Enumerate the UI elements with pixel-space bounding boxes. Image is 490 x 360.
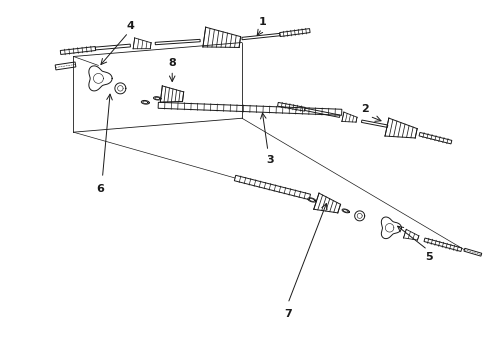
- Text: 8: 8: [169, 58, 176, 68]
- Text: 3: 3: [266, 155, 274, 165]
- Text: 6: 6: [97, 184, 104, 194]
- Text: 5: 5: [426, 252, 433, 262]
- Text: 4: 4: [126, 21, 134, 31]
- Text: 2: 2: [361, 104, 368, 114]
- Polygon shape: [464, 248, 482, 256]
- Text: 1: 1: [259, 17, 267, 27]
- Polygon shape: [55, 62, 76, 70]
- Text: 7: 7: [284, 310, 292, 319]
